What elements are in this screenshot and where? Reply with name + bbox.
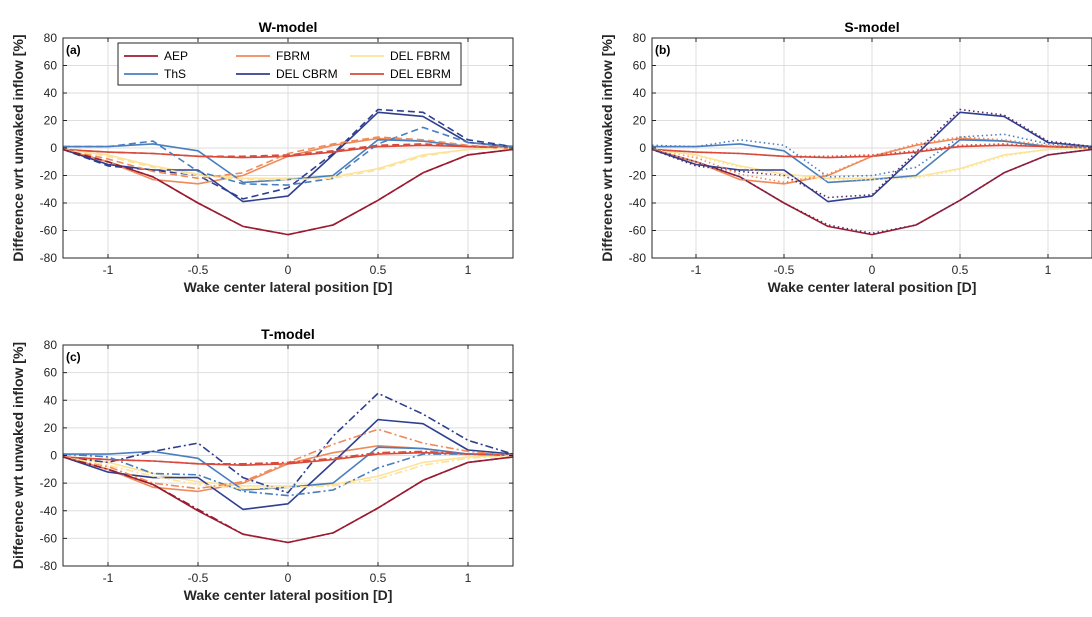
panel-label: (a) xyxy=(66,43,81,57)
series-line-dashed-6 xyxy=(63,108,513,200)
series-group xyxy=(652,108,1092,236)
chart-title: S-model xyxy=(844,19,899,35)
legend-label: AEP xyxy=(164,49,188,63)
series-line-ths xyxy=(63,139,513,184)
legend-label: DEL FBRM xyxy=(390,49,450,63)
y-tick-label: -60 xyxy=(629,224,647,238)
chart-title: W-model xyxy=(259,19,318,35)
series-line-dashdot-7 xyxy=(63,453,513,497)
y-tick-label: 0 xyxy=(50,141,57,155)
series-line-solid-4 xyxy=(63,418,513,511)
y-tick-label: 60 xyxy=(44,59,58,73)
panel-2: -1 -0.5 0 0.5 1 -80 -60 -40 -20 0 20 40 60 80 Wake cen… xyxy=(599,19,1092,295)
legend-label: DEL CBRM xyxy=(276,67,338,81)
x-tick-label: -0.5 xyxy=(188,571,209,585)
x-tick-label: 0 xyxy=(285,571,292,585)
y-tick-label: -60 xyxy=(40,531,58,545)
series-line-solid-4 xyxy=(652,111,1092,203)
x-tick-label: 0.5 xyxy=(370,571,387,585)
series-line-dashed-11 xyxy=(63,148,513,236)
y-tick-label: 60 xyxy=(44,366,58,380)
chart-title: T-model xyxy=(261,326,315,342)
series-line-dotted-9 xyxy=(652,143,1092,158)
y-tick-label: -60 xyxy=(40,224,58,238)
y-tick-label: -40 xyxy=(40,196,58,210)
series-group xyxy=(63,108,513,236)
y-tick-label: -20 xyxy=(40,476,58,490)
y-tick-label: 60 xyxy=(633,59,647,73)
x-tick-label: 0 xyxy=(869,263,876,277)
series-line-dotted-11 xyxy=(652,148,1092,235)
y-tick-label: 20 xyxy=(44,114,58,128)
series-line-dotted-6 xyxy=(652,108,1092,199)
series-line-dashed-7 xyxy=(63,126,513,186)
y-tick-label: -80 xyxy=(629,251,647,265)
y-tick-label: 40 xyxy=(44,86,58,100)
series-line-dashdot-9 xyxy=(63,450,513,465)
series-line-dashdot-10 xyxy=(63,454,513,490)
y-tick-label: -20 xyxy=(629,169,647,183)
panel-label: (b) xyxy=(655,43,670,57)
series-line-solid-2 xyxy=(63,454,513,487)
y-axis-label: Difference wrt unwaked inflow [%] xyxy=(599,34,615,261)
series-line-dashdot-6 xyxy=(63,392,513,494)
panel-label: (c) xyxy=(66,350,81,364)
x-tick-label: 0.5 xyxy=(952,263,969,277)
y-tick-label: 0 xyxy=(639,141,646,155)
y-tick-label: -80 xyxy=(40,251,58,265)
x-tick-label: -0.5 xyxy=(774,263,795,277)
y-tick-label: -80 xyxy=(40,559,58,573)
legend-label: ThS xyxy=(164,67,186,81)
y-tick-label: 40 xyxy=(633,86,647,100)
y-tick-label: 80 xyxy=(633,31,647,45)
y-tick-label: 40 xyxy=(44,393,58,407)
series-line-solid-2 xyxy=(652,147,1092,180)
series-line-dashed-8 xyxy=(63,136,513,180)
y-axis-label: Difference wrt unwaked inflow [%] xyxy=(10,342,26,569)
x-tick-label: 0.5 xyxy=(370,263,387,277)
y-tick-label: 80 xyxy=(44,338,58,352)
x-axis-label: Wake center lateral position [D] xyxy=(184,279,393,295)
y-tick-label: -20 xyxy=(40,169,58,183)
y-axis-label: Difference wrt unwaked inflow [%] xyxy=(10,34,26,261)
x-axis-label: Wake center lateral position [D] xyxy=(184,587,393,603)
series-line-solid-3 xyxy=(652,139,1092,184)
y-tick-label: 20 xyxy=(633,114,647,128)
series-line-dashed-9 xyxy=(63,143,513,158)
panel-1: -1 -0.5 0 0.5 1 -80 -60 -40 -20 0 20 40 60 80 Wake cen… xyxy=(10,19,514,295)
x-tick-label: 0 xyxy=(285,263,292,277)
x-tick-label: -1 xyxy=(103,571,114,585)
series-line-dotted-7 xyxy=(652,133,1092,178)
legend: AEP FBRM DEL FBRM ThS DEL CBRM DEL EBRM xyxy=(117,42,462,86)
x-tick-label: -1 xyxy=(691,263,702,277)
y-tick-label: -40 xyxy=(629,196,647,210)
x-tick-label: 1 xyxy=(465,571,472,585)
x-axis-label: Wake center lateral position [D] xyxy=(768,279,977,295)
legend-label: DEL EBRM xyxy=(390,67,451,81)
panel-3: -1 -0.5 0 0.5 1 -80 -60 -40 -20 0 20 40 60 80 Wake cen… xyxy=(10,326,514,603)
series-line-del-ebrm xyxy=(63,144,513,159)
y-tick-label: -40 xyxy=(40,504,58,518)
x-tick-label: 1 xyxy=(465,263,472,277)
y-tick-label: 0 xyxy=(50,449,57,463)
legend-label: FBRM xyxy=(276,49,310,63)
series-line-dashed-10 xyxy=(63,147,513,181)
series-group xyxy=(63,392,513,544)
x-tick-label: -0.5 xyxy=(188,263,209,277)
legend-box xyxy=(117,42,462,86)
y-tick-label: 80 xyxy=(44,31,58,45)
x-tick-label: 1 xyxy=(1045,263,1052,277)
series-line-dashdot-11 xyxy=(63,456,513,544)
y-tick-label: 20 xyxy=(44,421,58,435)
series-line-del-fbrm xyxy=(63,147,513,180)
x-tick-label: -1 xyxy=(103,263,114,277)
